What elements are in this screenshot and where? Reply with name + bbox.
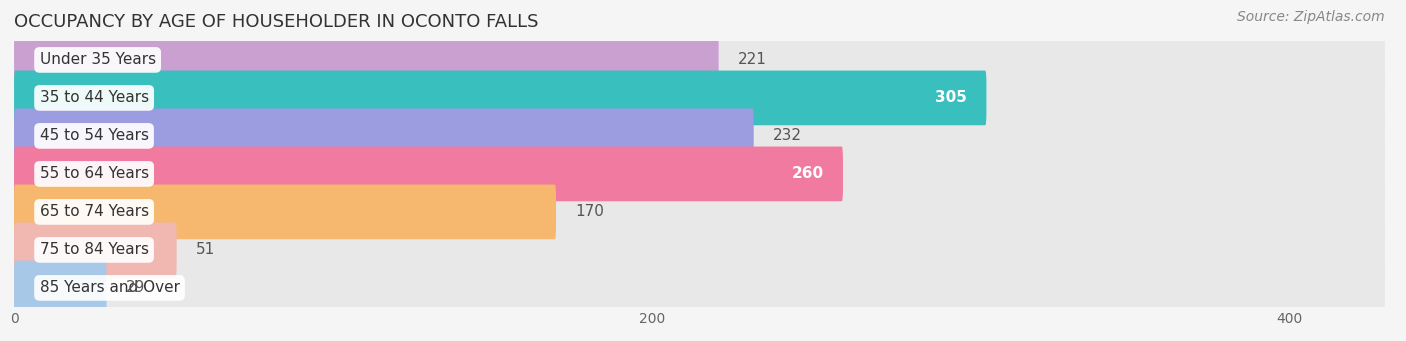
FancyBboxPatch shape <box>14 32 1385 87</box>
Text: 35 to 44 Years: 35 to 44 Years <box>39 90 149 105</box>
FancyBboxPatch shape <box>14 184 1385 239</box>
Text: 45 to 54 Years: 45 to 54 Years <box>39 129 149 144</box>
Text: 221: 221 <box>738 53 766 68</box>
Text: OCCUPANCY BY AGE OF HOUSEHOLDER IN OCONTO FALLS: OCCUPANCY BY AGE OF HOUSEHOLDER IN OCONT… <box>14 13 538 31</box>
Text: 170: 170 <box>575 204 605 219</box>
Text: 260: 260 <box>792 166 824 181</box>
Text: 305: 305 <box>935 90 967 105</box>
FancyBboxPatch shape <box>14 108 754 163</box>
FancyBboxPatch shape <box>14 71 987 125</box>
FancyBboxPatch shape <box>14 184 555 239</box>
FancyBboxPatch shape <box>14 261 107 315</box>
Text: 29: 29 <box>125 280 145 295</box>
FancyBboxPatch shape <box>14 108 1385 163</box>
Text: 55 to 64 Years: 55 to 64 Years <box>39 166 149 181</box>
Text: Under 35 Years: Under 35 Years <box>39 53 156 68</box>
Text: 232: 232 <box>773 129 801 144</box>
Text: 75 to 84 Years: 75 to 84 Years <box>39 242 149 257</box>
FancyBboxPatch shape <box>14 147 1385 201</box>
FancyBboxPatch shape <box>14 71 1385 125</box>
Text: 51: 51 <box>195 242 215 257</box>
FancyBboxPatch shape <box>14 261 1385 315</box>
FancyBboxPatch shape <box>14 223 1385 277</box>
Text: 65 to 74 Years: 65 to 74 Years <box>39 204 149 219</box>
FancyBboxPatch shape <box>14 32 718 87</box>
Text: 85 Years and Over: 85 Years and Over <box>39 280 180 295</box>
Text: Source: ZipAtlas.com: Source: ZipAtlas.com <box>1237 10 1385 24</box>
FancyBboxPatch shape <box>14 147 844 201</box>
FancyBboxPatch shape <box>14 223 177 277</box>
